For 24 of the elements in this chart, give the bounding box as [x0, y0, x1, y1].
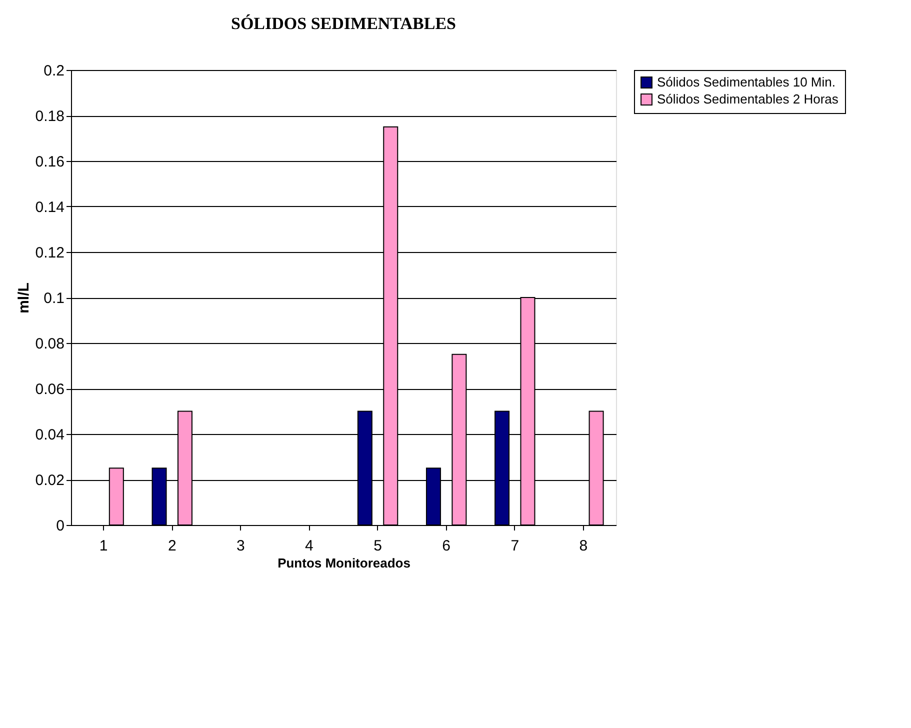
x-tick-label: 3	[236, 538, 245, 554]
legend-label: Sólidos Sedimentables 10 Min.	[657, 74, 836, 90]
x-tick-label: 1	[99, 538, 108, 554]
y-tick-label: 0.12	[35, 244, 64, 262]
x-tick-label: 8	[579, 538, 588, 554]
y-axis-title: ml/L	[15, 282, 32, 314]
y-tick-label: 0.14	[35, 199, 64, 216]
y-tick-label: 0.06	[35, 381, 64, 398]
y-tick-label: 0.16	[35, 154, 64, 170]
y-tick-label: 0.1	[44, 290, 64, 307]
y-tick-label: 0.18	[35, 108, 64, 125]
y-tick-label: 0	[56, 518, 64, 534]
x-tick-label: 6	[442, 538, 450, 554]
x-tick-label: 7	[510, 538, 520, 554]
x-axis-title: Puntos Monitoreados	[278, 556, 410, 570]
x-tick-label: 4	[305, 538, 314, 554]
y-tick-label: 0.2	[44, 62, 64, 80]
chart-title: SÓLIDOS SEDIMENTABLES	[230, 14, 456, 33]
x-tick-label: 5	[374, 538, 382, 554]
x-tick-label: 2	[168, 538, 176, 554]
y-tick-label: 0.04	[35, 426, 64, 444]
y-tick-label: 0.02	[35, 472, 64, 489]
legend-label: Sólidos Sedimentables 2 Horas	[657, 92, 839, 106]
y-tick-label: 0.08	[35, 336, 64, 352]
